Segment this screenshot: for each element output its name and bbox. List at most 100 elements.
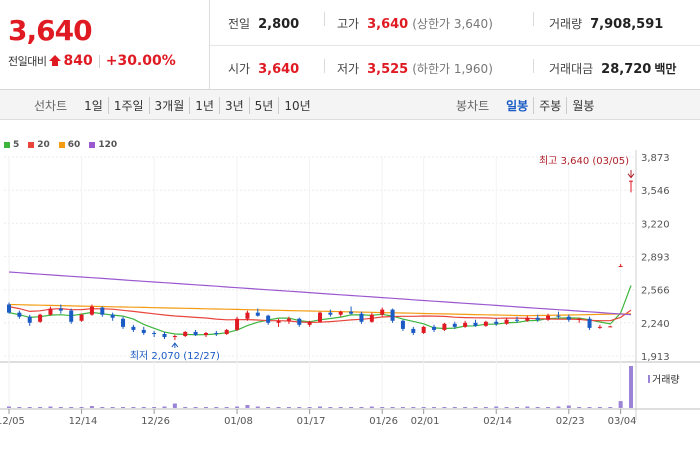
x-tick-label: 12/05 bbox=[0, 416, 25, 427]
candle bbox=[432, 324, 437, 332]
volume-bar bbox=[411, 407, 416, 408]
candle-body bbox=[17, 312, 22, 317]
volume-bar bbox=[172, 403, 177, 408]
candle-body bbox=[359, 313, 364, 322]
candle-body bbox=[266, 315, 271, 323]
candle bbox=[69, 308, 74, 324]
candle bbox=[587, 316, 592, 330]
x-tick-label: 12/26 bbox=[141, 416, 170, 427]
ma-line-60 bbox=[8, 303, 632, 317]
volume-bar bbox=[162, 406, 167, 408]
candle bbox=[245, 310, 250, 321]
volume-bar bbox=[89, 406, 94, 408]
prev-close-label: 전일 bbox=[228, 17, 251, 31]
candle bbox=[266, 314, 271, 325]
candle bbox=[193, 329, 198, 336]
candle-body bbox=[172, 335, 177, 338]
candle-body bbox=[629, 180, 633, 182]
volume-bar bbox=[193, 407, 198, 408]
candle bbox=[380, 307, 385, 317]
tab-3m[interactable]: 3개월 bbox=[148, 96, 190, 114]
candle-body bbox=[79, 314, 84, 321]
candle bbox=[17, 310, 22, 319]
change-label: 전일대비 bbox=[8, 55, 47, 68]
legend-ma20[interactable]: 20 bbox=[28, 140, 50, 150]
candle-body bbox=[255, 312, 260, 316]
candle-body bbox=[328, 312, 333, 315]
volume-bar bbox=[38, 407, 43, 408]
candle bbox=[546, 313, 551, 321]
candle-body bbox=[618, 265, 623, 267]
change-divider bbox=[98, 54, 100, 68]
candle-chart-label: 봉차트 bbox=[456, 98, 490, 113]
volume-bar bbox=[421, 407, 426, 408]
candle bbox=[463, 320, 468, 328]
volume-bar bbox=[203, 407, 208, 408]
chart-tab-bar: 선차트 1일 1주일 3개월 1년 3년 5년 10년 봉차트 일봉 주봉 월봉 bbox=[0, 90, 700, 120]
row-separator bbox=[210, 45, 700, 46]
volume-bar bbox=[473, 407, 478, 408]
candle bbox=[224, 328, 229, 335]
open-price: 시가 3,640 bbox=[228, 60, 299, 80]
candle-body bbox=[535, 317, 540, 320]
candle bbox=[597, 324, 602, 329]
prev-close: 전일 2,800 bbox=[228, 15, 299, 35]
candle-body bbox=[203, 332, 208, 335]
volume-bar bbox=[525, 406, 530, 408]
change-row: 전일대비 840 +30.00% bbox=[8, 53, 176, 69]
chart-legend: 5 20 60 120 bbox=[4, 140, 126, 150]
volume-bar bbox=[349, 407, 354, 408]
legend-ma60[interactable]: 60 bbox=[58, 140, 80, 150]
candle-body bbox=[411, 328, 416, 333]
tab-monthly[interactable]: 월봉 bbox=[566, 96, 599, 114]
y-tick-label: 3,220 bbox=[641, 219, 670, 230]
open-label: 시가 bbox=[228, 62, 251, 76]
candle-body bbox=[390, 309, 395, 321]
candle bbox=[369, 312, 374, 323]
upper-limit: (상한가 3,640) bbox=[412, 17, 493, 31]
candle bbox=[172, 334, 177, 341]
tab-5y[interactable]: 5년 bbox=[248, 96, 279, 114]
candle-body bbox=[48, 308, 53, 315]
volume-bar bbox=[566, 405, 571, 408]
candle bbox=[421, 325, 426, 334]
tab-3y[interactable]: 3년 bbox=[218, 96, 249, 114]
candle-body bbox=[27, 316, 32, 323]
candle-body bbox=[577, 318, 582, 320]
volume-bar bbox=[452, 407, 457, 408]
candle-body bbox=[7, 304, 11, 313]
tab-1w[interactable]: 1주일 bbox=[107, 96, 149, 114]
change-rate: +30.00% bbox=[105, 53, 176, 69]
candle bbox=[338, 310, 343, 317]
candle bbox=[307, 320, 312, 327]
y-tick-label: 2,240 bbox=[641, 319, 670, 330]
candle-body bbox=[504, 319, 509, 324]
candle-body bbox=[338, 311, 343, 315]
candle bbox=[131, 324, 136, 332]
y-tick-label: 2,893 bbox=[641, 253, 670, 264]
x-tick-label: 02/01 bbox=[411, 416, 440, 427]
volume-bar bbox=[79, 407, 84, 408]
tab-1y[interactable]: 1년 bbox=[189, 96, 219, 114]
up-arrow-icon bbox=[49, 55, 62, 66]
candle-body bbox=[152, 332, 157, 334]
volume-bar bbox=[597, 407, 602, 408]
x-tick-label: 01/08 bbox=[224, 416, 253, 427]
tab-1d[interactable]: 1일 bbox=[84, 98, 103, 113]
tab-daily[interactable]: 일봉 bbox=[506, 98, 529, 113]
tab-weekly[interactable]: 주봉 bbox=[533, 96, 566, 114]
high-annotation: 최고 3,640 (03/05) bbox=[539, 155, 629, 167]
candle-body bbox=[400, 320, 405, 329]
low-annotation: 최저 2,070 (12/27) bbox=[130, 350, 220, 362]
legend-ma120[interactable]: 120 bbox=[89, 140, 117, 150]
volume-bar bbox=[48, 406, 53, 408]
candle bbox=[473, 319, 478, 327]
trade-value-value: 28,720 bbox=[601, 62, 652, 77]
volume-label: 거래량 bbox=[652, 374, 680, 386]
tab-10y[interactable]: 10년 bbox=[278, 96, 315, 114]
low-arrow-head bbox=[171, 342, 179, 348]
high-value: 3,640 bbox=[367, 17, 409, 32]
volume-bar bbox=[297, 407, 302, 408]
legend-ma5[interactable]: 5 bbox=[4, 140, 19, 150]
volume-bar bbox=[587, 407, 592, 408]
